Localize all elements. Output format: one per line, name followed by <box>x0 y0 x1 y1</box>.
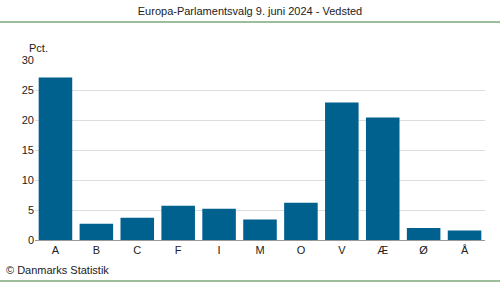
svg-text:V: V <box>338 244 346 256</box>
svg-text:Æ: Æ <box>377 244 388 256</box>
svg-text:25: 25 <box>22 84 34 96</box>
svg-text:15: 15 <box>22 144 34 156</box>
svg-text:M: M <box>255 244 264 256</box>
svg-text:Ø: Ø <box>419 244 428 256</box>
svg-text:B: B <box>93 244 100 256</box>
svg-text:Europa-Parlamentsvalg 9. juni: Europa-Parlamentsvalg 9. juni 2024 - Ved… <box>138 5 362 17</box>
svg-text:Å: Å <box>461 244 469 256</box>
svg-text:30: 30 <box>22 54 34 66</box>
svg-text:© Danmarks Statistik: © Danmarks Statistik <box>6 264 109 276</box>
svg-text:5: 5 <box>28 204 34 216</box>
svg-text:A: A <box>52 244 60 256</box>
svg-text:I: I <box>218 244 221 256</box>
svg-text:O: O <box>297 244 306 256</box>
svg-text:10: 10 <box>22 174 34 186</box>
svg-text:0: 0 <box>28 234 34 246</box>
svg-text:C: C <box>133 244 141 256</box>
svg-text:F: F <box>175 244 182 256</box>
svg-text:Pct.: Pct. <box>29 42 48 54</box>
svg-text:20: 20 <box>22 114 34 126</box>
